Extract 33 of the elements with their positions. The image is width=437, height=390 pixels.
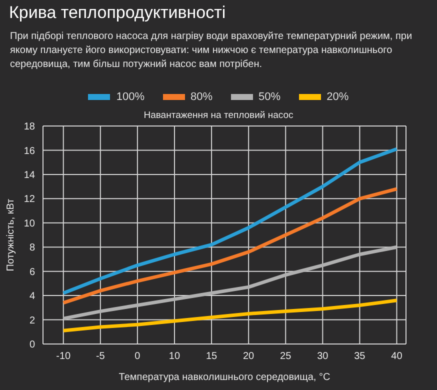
line-series xyxy=(62,187,398,305)
y-tick-label: 12 xyxy=(24,194,36,206)
chart-subtitle: Навантаження на тепловий насос xyxy=(142,110,294,121)
legend-label: 100% xyxy=(116,91,145,103)
x-tick-label: 0 xyxy=(134,351,141,362)
y-tick-label: 2 xyxy=(29,315,36,326)
x-tick-label: 40 xyxy=(391,351,403,362)
text: При підборі теплового насоса для нагріву води враховуйте температурний режим, при якому плануєте його використовувати: чим нижчою є температура навколишнього середовища, тим більш потужний насос вам потрібен. xyxy=(10,30,414,72)
x-axis-title: Температура навколишнього середовища, °C xyxy=(118,372,330,383)
x-tick-label: 30 xyxy=(317,351,329,362)
y-tick-label: 6 xyxy=(29,266,36,278)
x-tick-label: -5 xyxy=(96,351,106,362)
legend-label: 80% xyxy=(190,91,213,103)
y-tick-label: 10 xyxy=(24,218,36,230)
x-tick-label: 35 xyxy=(354,351,366,362)
x-tick-label: 15 xyxy=(206,351,218,362)
y-tick-label: 8 xyxy=(29,242,36,254)
x-tick-label: 20 xyxy=(243,351,255,362)
y-tick-label: 18 xyxy=(24,122,36,133)
legend-label: 20% xyxy=(326,91,349,103)
x-tick-label: 25 xyxy=(280,351,292,362)
legend-label: 50% xyxy=(258,91,281,103)
y-tick-label: 16 xyxy=(24,146,36,157)
y-tick-label: 14 xyxy=(24,170,36,181)
y-tick-label: 0 xyxy=(29,340,36,351)
line-series xyxy=(62,147,398,295)
line-series xyxy=(62,245,398,320)
x-tick-label: -10 xyxy=(56,351,72,362)
x-tick-label: 10 xyxy=(168,351,180,362)
chart-title: Крива теплопродуктивності xyxy=(9,3,226,23)
line-series xyxy=(62,298,398,332)
y-tick-label: 4 xyxy=(29,291,36,302)
y-axis-title: Потужність, кВт xyxy=(6,198,17,272)
